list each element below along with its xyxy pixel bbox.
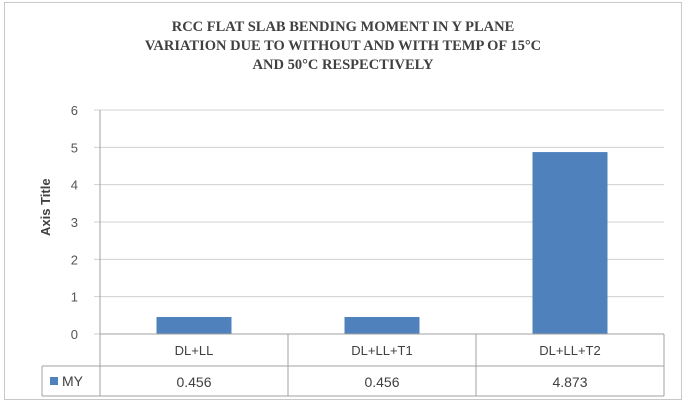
x-tick-label: DL+LL+T1 <box>351 343 412 358</box>
legend-label-my: MY <box>62 373 84 389</box>
bar-dl-ll-t1 <box>344 316 420 334</box>
bar-dl-ll <box>156 316 232 334</box>
data-table-value: 0.456 <box>176 374 211 390</box>
chart-title: RCC FLAT SLAB BENDING MOMENT IN Y PLANE … <box>0 18 686 75</box>
y-tick-label: 0 <box>71 327 78 342</box>
legend-swatch-my <box>50 377 58 385</box>
y-tick-label: 4 <box>71 178 78 193</box>
data-table-value: 4.873 <box>552 374 587 390</box>
y-tick-label: 6 <box>71 103 78 118</box>
chart-title-line-3: AND 50°C RESPECTIVELY <box>252 57 434 73</box>
x-tick-label: DL+LL+T2 <box>539 343 600 358</box>
y-tick-label: 2 <box>71 252 78 267</box>
y-tick-label: 5 <box>71 140 78 155</box>
bar-dl-ll-t2 <box>532 152 608 334</box>
x-tick-label: DL+LL <box>175 343 214 358</box>
data-table-value: 0.456 <box>364 374 399 390</box>
y-tick-label: 3 <box>71 215 78 230</box>
y-tick-label: 1 <box>71 290 78 305</box>
chart-title-line-2: VARIATION DUE TO WITHOUT AND WITH TEMP O… <box>144 38 542 54</box>
chart-title-line-1: RCC FLAT SLAB BENDING MOMENT IN Y PLANE <box>171 19 515 35</box>
